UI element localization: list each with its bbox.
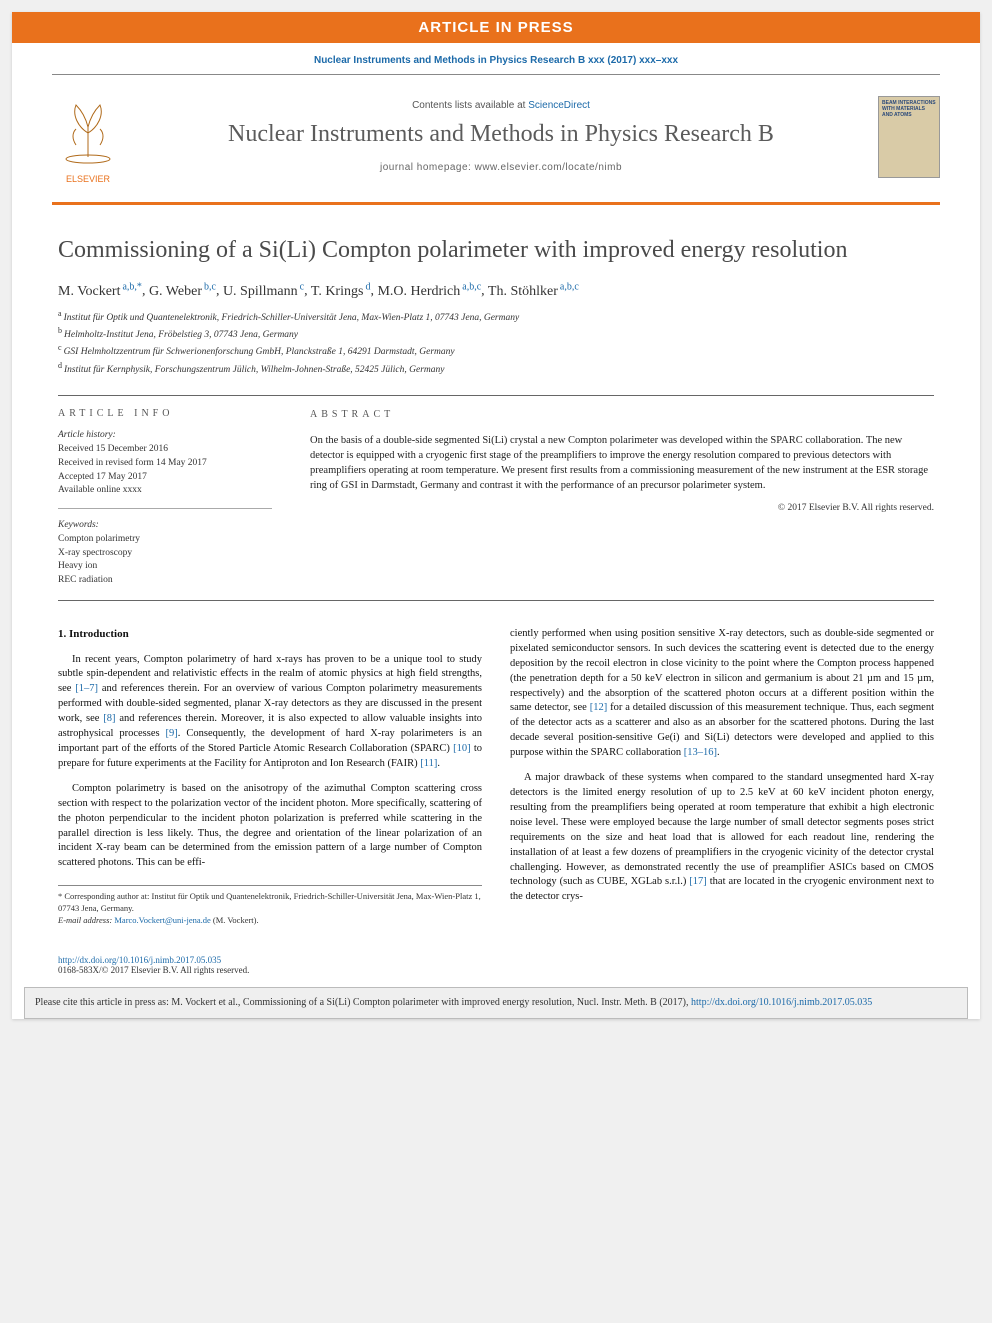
article-title: Commissioning of a Si(Li) Compton polari…	[58, 235, 934, 265]
journal-name: Nuclear Instruments and Methods in Physi…	[134, 121, 868, 148]
left-column: 1. Introduction In recent years, Compton…	[58, 627, 482, 927]
citebox-prefix: Please cite this article in press as: M.…	[35, 997, 691, 1008]
author: M.O. Herdrich a,b,c	[377, 284, 481, 299]
journal-masthead: ELSEVIER Contents lists available at Sci…	[52, 74, 940, 205]
elsevier-label: ELSEVIER	[52, 174, 124, 184]
contents-lists-line: Contents lists available at ScienceDirec…	[134, 100, 868, 111]
author: G. Weber b,c	[149, 284, 216, 299]
history-line: Received in revised form 14 May 2017	[58, 457, 272, 471]
affiliations-block: aInstitut für Optik und Quantenelektroni…	[58, 308, 934, 378]
email-label: E-mail address:	[58, 915, 112, 925]
please-cite-box: Please cite this article in press as: M.…	[24, 987, 968, 1019]
history-line: Available online xxxx	[58, 484, 272, 498]
abstract-copyright: © 2017 Elsevier B.V. All rights reserved…	[310, 502, 934, 516]
page: ARTICLE IN PRESS Nuclear Instruments and…	[12, 12, 980, 1019]
keywords-heading: Keywords:	[58, 519, 272, 533]
journal-cover-thumbnail: BEAM INTERACTIONS WITH MATERIALS AND ATO…	[878, 96, 940, 178]
section-1-heading: 1. Introduction	[58, 627, 482, 643]
history-line: Received 15 December 2016	[58, 443, 272, 457]
info-abstract-row: ARTICLE INFO Article history: Received 1…	[58, 395, 934, 601]
contents-prefix: Contents lists available at	[412, 100, 528, 111]
keyword: X-ray spectroscopy	[58, 547, 272, 561]
article-body: Commissioning of a Si(Li) Compton polari…	[12, 205, 980, 947]
corresponding-text: * Corresponding author at: Institut für …	[58, 891, 482, 915]
doi-link[interactable]: http://dx.doi.org/10.1016/j.nimb.2017.05…	[58, 955, 221, 965]
affiliation: cGSI Helmholtzzentrum für Schwerionenfor…	[58, 342, 934, 359]
article-in-press-banner: ARTICLE IN PRESS	[12, 12, 980, 43]
abstract-text: On the basis of a double-side segmented …	[310, 433, 934, 494]
author: M. Vockert a,b,*	[58, 284, 142, 299]
paragraph: A major drawback of these systems when c…	[510, 771, 934, 905]
author: T. Krings d	[311, 284, 371, 299]
journal-homepage: journal homepage: www.elsevier.com/locat…	[134, 162, 868, 173]
keyword: Compton polarimetry	[58, 533, 272, 547]
history-line: Accepted 17 May 2017	[58, 471, 272, 485]
email-who: (M. Vockert).	[211, 915, 259, 925]
corresponding-author-footnote: * Corresponding author at: Institut für …	[58, 885, 482, 927]
article-info-heading: ARTICLE INFO	[58, 408, 272, 419]
affiliation: bHelmholtz-Institut Jena, Fröbelstieg 3,…	[58, 325, 934, 342]
right-column: ciently performed when using position se…	[510, 627, 934, 927]
author: Th. Stöhlker a,b,c	[488, 284, 579, 299]
citebox-doi-link[interactable]: http://dx.doi.org/10.1016/j.nimb.2017.05…	[691, 997, 872, 1008]
authors-line: M. Vockert a,b,*, G. Weber b,c, U. Spill…	[58, 281, 934, 300]
keywords-block: Keywords: Compton polarimetry X-ray spec…	[58, 519, 272, 588]
author: U. Spillmann c	[223, 284, 304, 299]
article-history: Article history: Received 15 December 20…	[58, 429, 272, 509]
abstract-heading: ABSTRACT	[310, 408, 934, 423]
history-heading: Article history:	[58, 429, 272, 443]
issn-copyright: 0168-583X/© 2017 Elsevier B.V. All right…	[58, 965, 249, 975]
header-citation: Nuclear Instruments and Methods in Physi…	[12, 43, 980, 74]
paragraph: Compton polarimetry is based on the anis…	[58, 782, 482, 871]
keyword: Heavy ion	[58, 560, 272, 574]
affiliation: aInstitut für Optik und Quantenelektroni…	[58, 308, 934, 325]
body-columns: 1. Introduction In recent years, Compton…	[58, 627, 934, 927]
bottom-doi-block: http://dx.doi.org/10.1016/j.nimb.2017.05…	[12, 947, 980, 979]
abstract-column: ABSTRACT On the basis of a double-side s…	[290, 396, 934, 600]
paragraph: ciently performed when using position se…	[510, 627, 934, 761]
elsevier-logo: ELSEVIER	[52, 89, 124, 184]
affiliation: dInstitut für Kernphysik, Forschungszent…	[58, 360, 934, 377]
paragraph: In recent years, Compton polarimetry of …	[58, 653, 482, 772]
sciencedirect-link[interactable]: ScienceDirect	[528, 100, 590, 111]
email-link[interactable]: Marco.Vockert@uni-jena.de	[114, 915, 210, 925]
elsevier-tree-icon	[52, 89, 124, 167]
article-info-column: ARTICLE INFO Article history: Received 1…	[58, 396, 290, 600]
keyword: REC radiation	[58, 574, 272, 588]
